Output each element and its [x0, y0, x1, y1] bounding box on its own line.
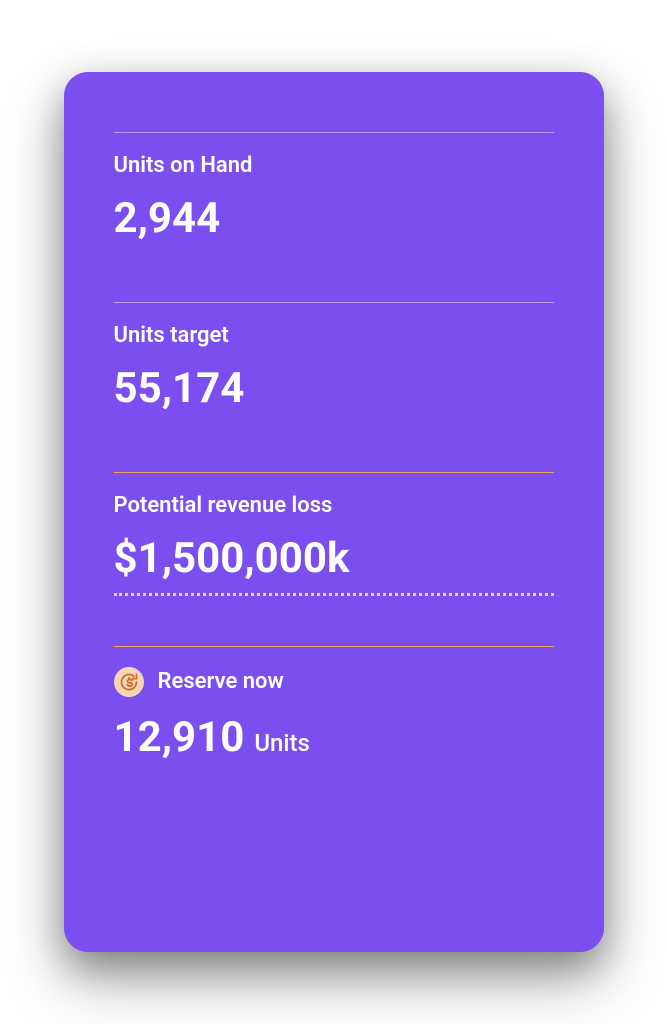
- divider-accent: [114, 472, 554, 473]
- units-target-label: Units target: [114, 323, 554, 348]
- units-on-hand-label: Units on Hand: [114, 153, 554, 178]
- reserve-value-row: 12,910 Units: [114, 715, 554, 761]
- divider: [114, 132, 554, 133]
- reserve-unit: Units: [254, 729, 310, 757]
- reserve-label: Reserve now: [158, 669, 284, 694]
- reserve-value: 12,910: [114, 715, 245, 761]
- revenue-loss-value: $1,500,000k: [114, 536, 554, 595]
- units-on-hand-section: Units on Hand 2,944: [114, 132, 554, 242]
- divider-accent: [114, 646, 554, 647]
- units-target-section: Units target 55,174: [114, 302, 554, 412]
- reserve-header: Reserve now: [114, 667, 554, 697]
- metrics-card: Units on Hand 2,944 Units target 55,174 …: [64, 72, 604, 952]
- reserve-section: Reserve now 12,910 Units: [114, 646, 554, 761]
- units-on-hand-value: 2,944: [114, 196, 554, 242]
- units-target-value: 55,174: [114, 366, 554, 412]
- revenue-loss-section: Potential revenue loss $1,500,000k: [114, 472, 554, 595]
- refresh-dollar-icon: [114, 667, 144, 697]
- divider: [114, 302, 554, 303]
- revenue-loss-label: Potential revenue loss: [114, 493, 554, 518]
